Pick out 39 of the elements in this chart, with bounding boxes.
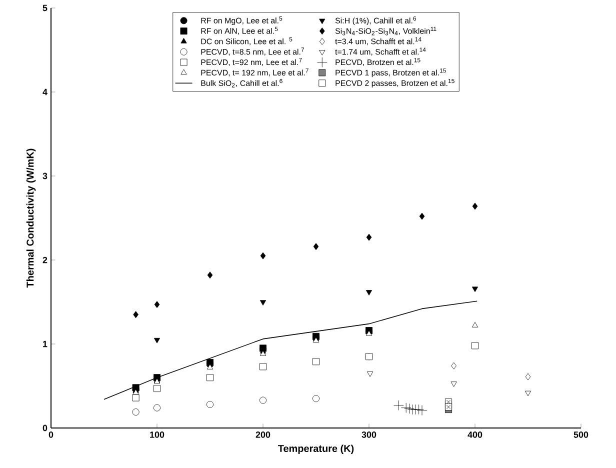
y-tick-label: 0	[42, 424, 48, 432]
point	[313, 243, 319, 250]
point	[367, 372, 374, 377]
point	[154, 301, 160, 308]
point	[472, 286, 478, 292]
point	[416, 405, 428, 416]
point	[450, 382, 457, 387]
x-tick-label: 200	[256, 432, 270, 438]
x-tick-label: 300	[362, 432, 376, 438]
point	[524, 390, 532, 396]
point	[472, 202, 478, 210]
x-tick-label: 100	[150, 432, 164, 438]
point	[400, 402, 412, 413]
y-tick-label: 1	[43, 340, 48, 348]
point	[207, 272, 213, 279]
y-tick-label: 3	[42, 172, 48, 180]
y-axis-title: Thermal Conductivity (W/mK)	[26, 148, 36, 288]
x-tick-label: 500	[574, 432, 588, 438]
point	[472, 322, 478, 328]
point	[206, 364, 214, 370]
y-tick-label: 5	[42, 4, 48, 12]
point	[154, 338, 160, 344]
y-tick-label: 2	[42, 256, 48, 264]
point	[260, 252, 266, 260]
point	[525, 373, 531, 380]
point	[419, 212, 425, 220]
point	[366, 234, 372, 241]
x-tick-label: 400	[468, 432, 482, 438]
point	[366, 290, 372, 296]
point	[451, 362, 456, 370]
point	[394, 400, 404, 410]
x-axis-title: Temperature (K)	[278, 444, 354, 454]
x-tick-label: 0	[48, 432, 54, 438]
point	[414, 404, 424, 415]
point	[404, 404, 414, 414]
point	[260, 350, 266, 356]
point	[133, 311, 138, 318]
y-tick-label: 4	[42, 88, 48, 96]
point	[260, 300, 266, 306]
